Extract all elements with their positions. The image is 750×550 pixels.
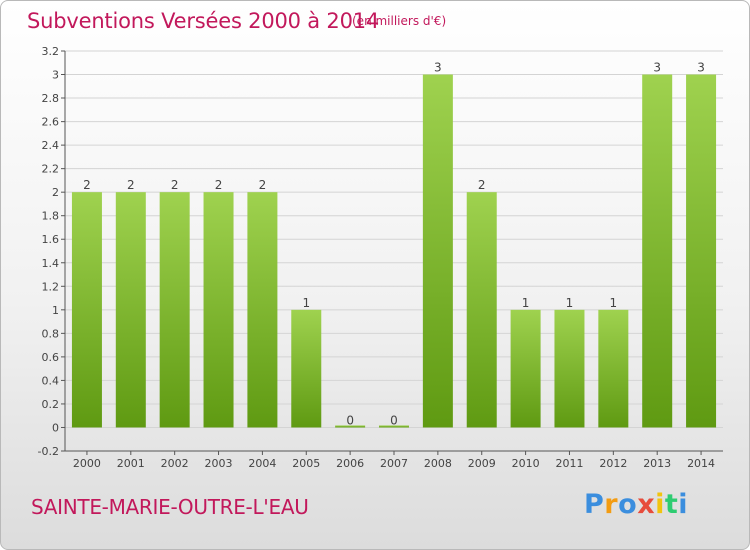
- y-tick-label: 2.2: [42, 163, 60, 176]
- y-tick-label: 3.2: [42, 45, 60, 58]
- logo-letter: t: [664, 489, 679, 520]
- logo-letter: r: [604, 489, 619, 520]
- y-tick-label: 2.8: [42, 92, 60, 105]
- y-tick-label: 1: [52, 304, 59, 317]
- bar: [335, 425, 366, 428]
- bar-value-label: 1: [302, 296, 310, 310]
- bar: [159, 192, 190, 428]
- y-tick-label: 1.4: [42, 257, 60, 270]
- x-tick-label: 2014: [687, 457, 715, 470]
- y-tick-label: 1.6: [42, 233, 60, 246]
- y-tick-label: 0: [52, 421, 59, 434]
- x-tick-label: 2005: [292, 457, 320, 470]
- bar-value-label: 2: [215, 178, 223, 192]
- bar-value-label: 1: [522, 296, 530, 310]
- chart-title: Subventions Versées 2000 à 2014: [27, 9, 380, 33]
- bar-value-label: 0: [390, 413, 398, 427]
- bar: [642, 74, 673, 428]
- y-tick-label: 0.4: [42, 374, 60, 387]
- axes: [61, 50, 723, 455]
- y-tick-label: 2.6: [42, 116, 60, 129]
- bar: [686, 74, 717, 428]
- y-tick-label: 0.6: [42, 351, 60, 364]
- bar: [510, 309, 541, 428]
- bar: [247, 192, 278, 428]
- x-tick-label: 2003: [205, 457, 233, 470]
- bar-value-label: 2: [171, 178, 179, 192]
- y-tick-label: 2.4: [42, 139, 60, 152]
- bar-value-label: 2: [83, 178, 91, 192]
- bar: [422, 74, 453, 428]
- y-tick-label: 2: [52, 186, 59, 199]
- proxiti-logo: Proxiti: [584, 489, 688, 520]
- x-tick-label: 2000: [73, 457, 101, 470]
- bar-value-label: 1: [610, 296, 618, 310]
- x-tick-label: 2010: [512, 457, 540, 470]
- bar: [466, 192, 497, 428]
- bar: [203, 192, 234, 428]
- logo-letter: i: [655, 489, 665, 520]
- x-tick-label: 2013: [643, 457, 671, 470]
- bar-value-label: 3: [697, 61, 705, 75]
- y-tick-label: 1.8: [42, 210, 60, 223]
- bar-value-label: 1: [566, 296, 574, 310]
- bars: [71, 74, 717, 428]
- x-tick-label: 2002: [161, 457, 189, 470]
- labels: -0.2 0 0.2 0.4 0.6 0.8 1 1.2 1.4 1.6 1.8 2 2.2 2.4 2.6…: [38, 45, 716, 470]
- x-tick-label: 2007: [380, 457, 408, 470]
- bar-value-label: 0: [346, 413, 354, 427]
- y-tick-label: 1.2: [42, 280, 60, 293]
- bar: [71, 192, 102, 428]
- bar-value-label: 2: [259, 178, 267, 192]
- logo-letter: i: [678, 489, 689, 520]
- x-tick-label: 2001: [117, 457, 145, 470]
- y-tick-label: 0.8: [42, 327, 60, 340]
- bar: [379, 425, 409, 428]
- place-name: SAINTE-MARIE-OUTRE-L'EAU: [31, 495, 309, 519]
- logo-letter: P: [584, 489, 605, 520]
- y-tick-label: 0.2: [42, 398, 60, 411]
- x-tick-label: 2004: [248, 457, 276, 470]
- bar-value-label: 3: [653, 61, 661, 75]
- x-tick-label: 2012: [599, 457, 627, 470]
- y-tick-label: -0.2: [38, 445, 59, 458]
- x-tick-label: 2008: [424, 457, 452, 470]
- bar: [291, 309, 322, 428]
- bar-value-label: 2: [478, 178, 486, 192]
- bar: [115, 192, 146, 428]
- y-tick-label: 3: [52, 69, 59, 82]
- bar-value-label: 2: [127, 178, 135, 192]
- bar-value-label: 3: [434, 61, 442, 75]
- bar: [598, 309, 629, 428]
- logo-letter: x: [637, 489, 656, 520]
- x-tick-label: 2011: [555, 457, 583, 470]
- bar: [554, 309, 585, 428]
- x-tick-label: 2009: [468, 457, 496, 470]
- x-tick-label: 2006: [336, 457, 364, 470]
- chart-subtitle: (en milliers d'€): [352, 14, 447, 28]
- logo-letter: o: [618, 489, 638, 520]
